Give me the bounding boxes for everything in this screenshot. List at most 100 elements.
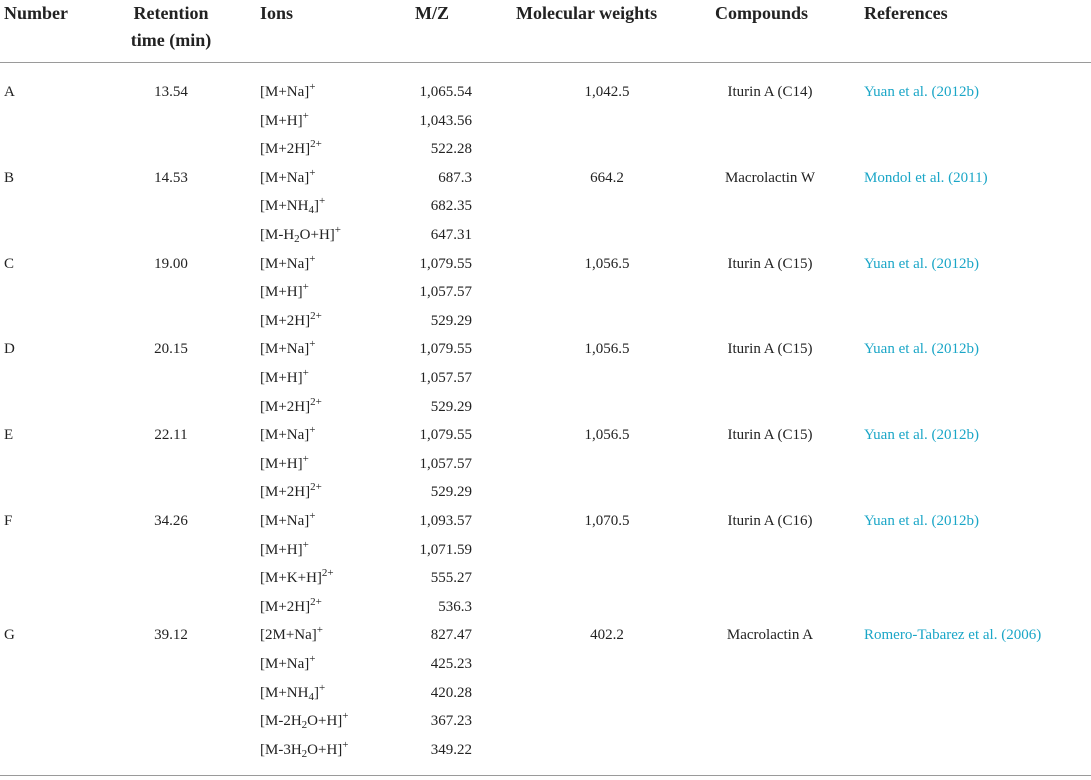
ion-subscript: 4 [308,690,314,703]
mz-value: 1,079.55 [419,427,473,444]
ion-charge: + [309,424,316,437]
ion-base: [M+Na] [260,427,310,444]
mz-value: 1,079.55 [419,255,473,272]
ion-base: [M+H] [260,455,303,472]
ion-formula: [M+H]+ [260,282,309,302]
ion-formula: [M+Na]+ [260,253,316,274]
ion-formula: [M+H]+ [260,109,309,131]
reference-link[interactable]: Yuan et al. (2012b) [864,341,979,358]
ion-formula: [M-H2O+H]+ [260,225,341,245]
ion-base: [M+K+H] [260,570,322,587]
ion-charge: + [309,166,316,179]
ion-charge: + [318,195,326,208]
ion-formula: [M+Na]+ [260,82,316,102]
ion-formula: [M+H]+ [260,452,309,474]
ion-base: [M+H] [260,112,303,129]
reference-link[interactable]: Mondol et al. (2011) [864,169,988,186]
mz-value: 682.35 [430,198,472,215]
molecular-weight: 664.2 [590,169,624,186]
ion-base: [M+H] [260,541,303,558]
ion-subscript: 2 [301,719,308,732]
ion-formula: [M+Na]+ [260,425,316,445]
ion-charge: + [309,338,316,351]
mz-value: 522.28 [430,141,472,158]
retention-time: 14.53 [154,169,188,186]
reference-link[interactable]: Yuan et al. (2012b) [864,427,979,444]
header-number: Number [4,3,68,23]
compound-number: G [4,627,15,644]
compound-name: Iturin A (C15) [727,255,813,272]
mz-value: 1,057.57 [419,455,473,472]
compound-number: E [4,427,14,444]
header-ions: Ions [260,3,294,23]
mz-value: 367.23 [430,713,472,730]
ion-charge: + [334,224,342,236]
compound-number: D [4,341,15,358]
mz-value: 536.3 [438,598,472,615]
retention-time: 19.00 [154,255,188,272]
ion-formula: [M+NH4]+ [260,196,325,216]
ion-formula: [M-2H2O+H]+ [260,711,349,731]
ion-base: [M-3H [260,741,302,758]
ion-formula: [M+2H]2+ [260,396,322,417]
compound-name: Iturin A (C16) [727,513,813,529]
reference-link[interactable]: Romero-Tabarez et al. (2006) [864,627,1042,644]
reference-link[interactable]: Yuan et al. (2012b) [864,84,979,100]
ion-base: [M-H [260,227,295,243]
ion-base: [M+2H] [260,312,311,329]
retention-time: 34.26 [154,513,188,529]
ion-charge: + [342,710,349,723]
header-references: References [864,3,948,23]
ion-formula: [M+H]+ [260,368,309,388]
molecular-weight: 402.2 [590,627,624,644]
mz-value: 1,065.54 [419,84,473,100]
ion-subscript: 4 [308,204,314,217]
ion-charge: 2+ [310,595,322,608]
ion-base: [M+Na] [260,255,310,272]
ion-subscript: 2 [301,747,308,760]
compound-name: Iturin A (C15) [727,341,813,358]
mz-value: 647.31 [430,227,472,243]
compound-name: Iturin A (C14) [727,84,813,100]
header-mw: Molecular weights [516,3,658,23]
ion-formula: [M+Na]+ [260,654,316,674]
compound-number: F [4,513,13,529]
ion-base: [M+2H] [260,398,311,415]
ion-charge: + [309,81,316,93]
mz-value: 529.29 [430,484,472,501]
ion-formula: [M+Na]+ [260,166,316,188]
ion-charge: 2+ [310,481,322,494]
retention-time: 22.11 [154,427,188,444]
mz-value: 420.28 [430,684,472,701]
ion-base: [M+H] [260,370,303,386]
ion-charge: + [318,681,326,694]
ion-subscript: 2 [294,233,300,245]
ion-charge: + [309,653,316,665]
ion-base: [2M+Na] [260,627,317,644]
ion-base: [M+2H] [260,484,311,501]
retention-time: 39.12 [154,627,188,644]
compound-name: Macrolactin W [724,169,816,186]
compound-name: Macrolactin A [726,627,814,644]
retention-time: 20.15 [154,341,188,358]
mz-value: 349.22 [430,741,472,758]
ion-formula: [M-3H2O+H]+ [260,739,349,760]
reference-link[interactable]: Yuan et al. (2012b) [864,513,979,529]
mz-value: 425.23 [430,656,472,672]
reference-link[interactable]: Yuan et al. (2012b) [864,255,979,272]
ion-base: [M+2H] [260,598,311,615]
mz-value: 529.29 [430,398,472,415]
ion-charge: + [302,281,309,294]
compound-number: A [4,84,15,100]
ion-formula: [M+2H]2+ [260,139,322,159]
mz-value: 1,079.55 [419,341,473,358]
mz-value: 827.47 [430,627,472,644]
mz-value: 687.3 [438,169,472,186]
ion-charge: + [302,538,309,551]
mz-value: 1,057.57 [419,284,473,301]
ion-charge: + [302,109,309,122]
ion-base: [M+Na] [260,169,310,186]
ion-charge: + [309,510,316,522]
ion-charge: 2+ [321,567,334,580]
ion-charge: + [302,452,309,465]
